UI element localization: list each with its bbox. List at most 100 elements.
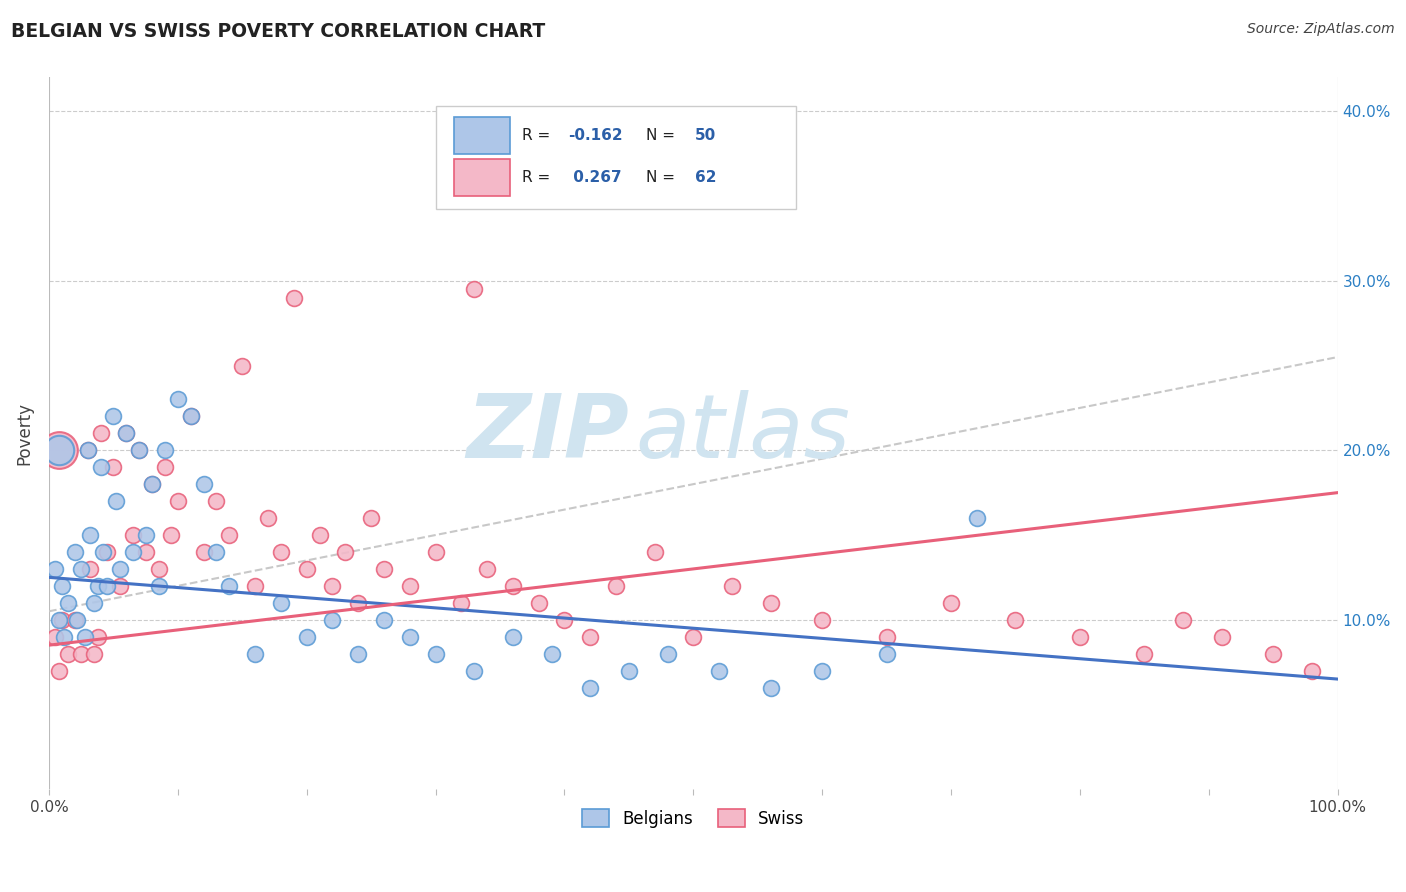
Point: [425, 647, 447, 661]
Point: [44, 630, 66, 644]
Point: [231, 359, 253, 373]
Text: N =: N =: [645, 128, 679, 144]
Point: [96, 545, 118, 559]
Point: [463, 282, 485, 296]
Legend: Belgians, Swiss: Belgians, Swiss: [575, 802, 811, 834]
FancyBboxPatch shape: [436, 106, 796, 209]
Point: [193, 477, 215, 491]
Point: [243, 579, 266, 593]
Point: [89, 426, 111, 441]
Point: [96, 579, 118, 593]
Point: [103, 409, 125, 424]
FancyBboxPatch shape: [454, 118, 510, 154]
Point: [308, 528, 330, 542]
Point: [148, 562, 170, 576]
Point: [644, 545, 666, 559]
Text: Source: ZipAtlas.com: Source: ZipAtlas.com: [1247, 22, 1395, 37]
Point: [108, 562, 131, 576]
Point: [153, 460, 176, 475]
Point: [44, 562, 66, 576]
Point: [579, 630, 602, 644]
Point: [1211, 630, 1233, 644]
Point: [166, 392, 188, 407]
FancyBboxPatch shape: [454, 159, 510, 195]
Point: [347, 596, 370, 610]
Point: [463, 664, 485, 678]
Point: [58, 647, 80, 661]
Point: [63, 613, 86, 627]
Point: [475, 562, 498, 576]
Point: [83, 596, 105, 610]
Point: [141, 477, 163, 491]
Text: 50: 50: [695, 128, 716, 144]
Point: [115, 426, 138, 441]
Point: [76, 443, 98, 458]
Point: [398, 630, 420, 644]
Point: [1004, 613, 1026, 627]
Point: [218, 579, 240, 593]
Point: [321, 613, 343, 627]
Point: [48, 443, 70, 458]
Point: [103, 460, 125, 475]
Point: [759, 596, 782, 610]
Point: [121, 545, 143, 559]
Point: [657, 647, 679, 661]
Text: 62: 62: [695, 169, 716, 185]
Point: [160, 528, 183, 542]
Point: [83, 647, 105, 661]
Point: [579, 681, 602, 695]
Point: [63, 545, 86, 559]
Point: [128, 443, 150, 458]
Point: [148, 579, 170, 593]
Point: [128, 443, 150, 458]
Point: [553, 613, 575, 627]
Point: [270, 596, 292, 610]
Point: [79, 528, 101, 542]
Point: [502, 630, 524, 644]
Point: [48, 664, 70, 678]
Text: R =: R =: [522, 128, 555, 144]
Point: [1069, 630, 1091, 644]
Point: [73, 630, 96, 644]
Point: [51, 613, 73, 627]
Point: [153, 443, 176, 458]
Point: [48, 443, 70, 458]
Point: [53, 630, 76, 644]
Point: [115, 426, 138, 441]
Point: [876, 630, 898, 644]
Point: [398, 579, 420, 593]
Point: [540, 647, 562, 661]
Point: [135, 545, 157, 559]
Point: [70, 647, 93, 661]
Point: [966, 511, 988, 525]
Point: [270, 545, 292, 559]
Point: [707, 664, 730, 678]
Point: [104, 494, 127, 508]
Point: [218, 528, 240, 542]
Point: [79, 562, 101, 576]
Point: [617, 664, 640, 678]
Point: [89, 460, 111, 475]
Point: [295, 630, 318, 644]
Point: [682, 630, 704, 644]
Point: [425, 545, 447, 559]
Point: [1301, 664, 1323, 678]
Text: R =: R =: [522, 169, 555, 185]
Point: [1133, 647, 1156, 661]
Point: [360, 511, 382, 525]
Point: [87, 630, 110, 644]
Point: [51, 579, 73, 593]
Point: [166, 494, 188, 508]
Point: [811, 664, 834, 678]
Y-axis label: Poverty: Poverty: [15, 401, 32, 465]
Point: [193, 545, 215, 559]
Point: [257, 511, 280, 525]
Point: [141, 477, 163, 491]
Point: [1171, 613, 1194, 627]
Point: [283, 291, 305, 305]
Point: [76, 443, 98, 458]
Point: [205, 545, 228, 559]
Point: [605, 579, 627, 593]
Point: [48, 613, 70, 627]
Point: [321, 579, 343, 593]
